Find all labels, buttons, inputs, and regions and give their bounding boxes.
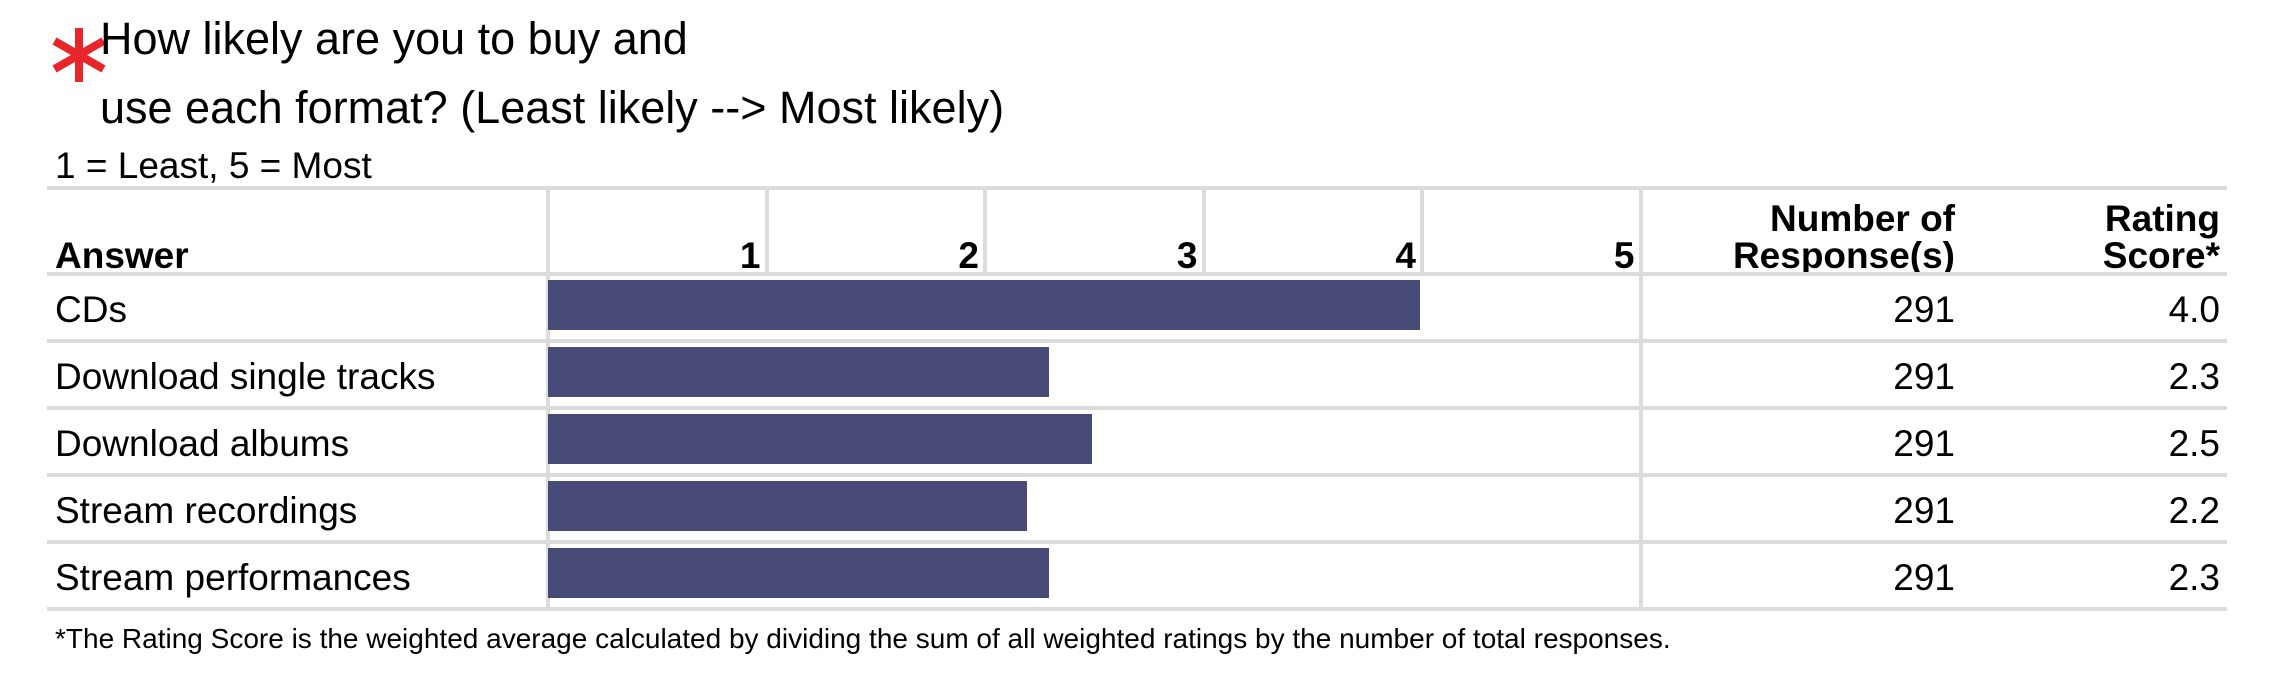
rating-score-column-header: Rating Score* (2102, 198, 2220, 276)
row-rating-score: 2.3 (2168, 356, 2220, 397)
row-divider (47, 339, 2227, 343)
scale-tick-label: 4 (1395, 235, 1416, 276)
footnote: *The Rating Score is the weighted averag… (55, 623, 1671, 654)
row-answer-label: Download single tracks (55, 356, 436, 397)
scale-tick-label: 5 (1613, 235, 1635, 276)
rating-bar (548, 414, 1093, 464)
question-title-line1: How likely are you to buy and (100, 13, 688, 64)
rating-bar (548, 347, 1049, 397)
header-bottom-rule (47, 272, 2227, 276)
required-asterisk-icon (52, 28, 106, 82)
row-answer-label: Stream recordings (55, 490, 358, 531)
scale-gridline (764, 186, 769, 272)
row-answer-label: Download albums (55, 423, 350, 464)
answer-column-header: Answer (55, 235, 189, 276)
row-response-count: 291 (1893, 289, 1955, 330)
scale-tick-label: 1 (739, 235, 761, 276)
responses-column-header: Number of Response(s) (1732, 198, 1955, 276)
scale-tick-label: 2 (958, 235, 979, 276)
row-divider (47, 540, 2227, 544)
scale-gridline (1420, 186, 1424, 272)
question-title-line2: use each format? (Least likely --> Most … (100, 82, 1005, 133)
row-rating-score: 4.0 (2168, 289, 2220, 330)
row-rating-score: 2.2 (2168, 490, 2220, 531)
scale-gridline (983, 186, 987, 272)
scale-note: 1 = Least, 5 = Most (55, 145, 372, 186)
row-response-count: 291 (1893, 490, 1955, 531)
row-answer-label: Stream performances (55, 557, 411, 598)
row-rating-score: 2.3 (2168, 557, 2220, 598)
header-top-rule (47, 186, 2227, 190)
row-divider (47, 473, 2227, 477)
plot-left-border (546, 186, 550, 611)
scale-gridline (1201, 186, 1206, 272)
rating-bar (548, 481, 1027, 531)
row-response-count: 291 (1893, 557, 1955, 598)
row-divider (47, 607, 2227, 611)
scale-tick-label: 3 (1176, 235, 1198, 276)
row-response-count: 291 (1893, 423, 1955, 464)
row-answer-label: CDs (55, 289, 127, 330)
row-response-count: 291 (1893, 356, 1955, 397)
rating-bar (548, 280, 1420, 330)
row-rating-score: 2.5 (2168, 423, 2220, 464)
row-divider (47, 406, 2227, 410)
plot-right-border (1638, 186, 1643, 611)
rating-bar (548, 548, 1049, 598)
